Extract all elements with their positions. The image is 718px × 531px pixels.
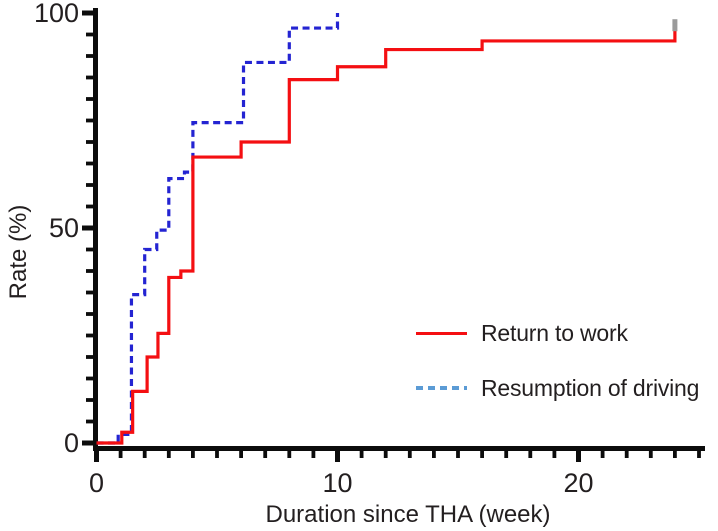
legend-label-return-to-work: Return to work — [481, 319, 628, 346]
x-tick-label: 20 — [563, 468, 593, 498]
legend-dashed-blue-line-swatch — [416, 386, 467, 390]
legend-item-return-to-work: Return to work — [416, 319, 699, 347]
x-tick-label: 0 — [89, 468, 104, 498]
legend-label-resumption-of-driving: Resumption of driving — [481, 374, 700, 401]
x-tick-label: 10 — [322, 468, 352, 498]
y-tick-label: 0 — [64, 428, 79, 458]
y-tick-label: 100 — [34, 0, 79, 28]
legend-solid-red-line-swatch — [416, 331, 467, 335]
series-curve-resumption-of-driving — [96, 13, 340, 445]
y-axis-title: Rate (%) — [5, 204, 32, 300]
legend: Return to work Resumption of driving — [416, 319, 699, 402]
series-curve-return-to-work — [96, 30, 677, 445]
legend-item-resumption-of-driving: Resumption of driving — [416, 374, 699, 402]
y-tick-label: 50 — [49, 213, 79, 243]
x-axis-title: Duration since THA (week) — [265, 501, 551, 528]
